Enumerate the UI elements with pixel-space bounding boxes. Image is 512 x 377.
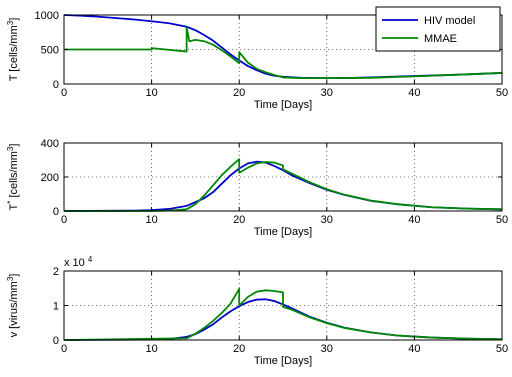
y-tick-label: 1000	[35, 10, 59, 22]
x-tick-label: 0	[61, 214, 67, 226]
y-exponent-label: x 10 4	[64, 255, 93, 270]
x-tick-label: 30	[321, 343, 333, 355]
y-tick-label: 0	[53, 79, 59, 91]
y-axis-label: T [cells/mm3]	[6, 18, 21, 82]
series-line-mmae	[64, 158, 503, 212]
y-tick-label: 2	[53, 266, 59, 278]
x-tick-label: 20	[233, 343, 245, 355]
y-axis-label: v [virus/mm3]	[6, 274, 21, 338]
legend-box	[375, 6, 501, 52]
y-tick-label: 200	[41, 172, 59, 184]
x-tick-label: 10	[145, 214, 157, 226]
x-tick-label: 10	[145, 343, 157, 355]
panel-Tstar: 0 10 20 30 40 50 0 200 400 Time [Days] T* [cells/m…	[6, 138, 509, 238]
series-line-mmae	[64, 26, 503, 80]
x-tick-label: 20	[233, 87, 245, 99]
x-tick-label: 0	[61, 343, 67, 355]
x-tick-label: 50	[496, 214, 508, 226]
x-tick-label: 10	[145, 87, 157, 99]
x-tick-label: 40	[408, 214, 420, 226]
x-tick-label: 50	[496, 343, 508, 355]
legend-label: HIV model	[424, 15, 475, 27]
x-tick-label: 30	[321, 214, 333, 226]
y-tick-label: 1	[53, 301, 59, 313]
legend: HIV model MMAE	[375, 6, 501, 52]
x-tick-label: 20	[233, 214, 245, 226]
y-tick-label: 0	[53, 206, 59, 218]
y-tick-label: 500	[41, 45, 59, 57]
series-line-mmae	[63, 288, 503, 341]
x-axis-label: Time [Days]	[254, 226, 312, 238]
legend-label: MMAE	[424, 33, 457, 45]
y-tick-label: 0	[53, 335, 59, 347]
panel-v: 0 10 20 30 40 50 0 1 2 Time [Days] v [virus/mm3] x …	[6, 255, 509, 368]
x-tick-label: 40	[408, 87, 420, 99]
x-tick-label: 40	[408, 343, 420, 355]
x-axis-label: Time [Days]	[254, 355, 312, 367]
x-tick-label: 0	[61, 87, 67, 99]
x-tick-label: 50	[496, 87, 508, 99]
x-tick-label: 30	[321, 87, 333, 99]
x-axis-label: Time [Days]	[254, 99, 312, 111]
y-axis-label: T* [cells/mm3]	[6, 144, 21, 211]
y-tick-label: 400	[41, 138, 59, 150]
